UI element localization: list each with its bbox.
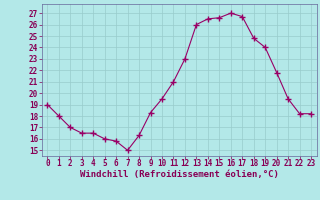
X-axis label: Windchill (Refroidissement éolien,°C): Windchill (Refroidissement éolien,°C) <box>80 170 279 179</box>
